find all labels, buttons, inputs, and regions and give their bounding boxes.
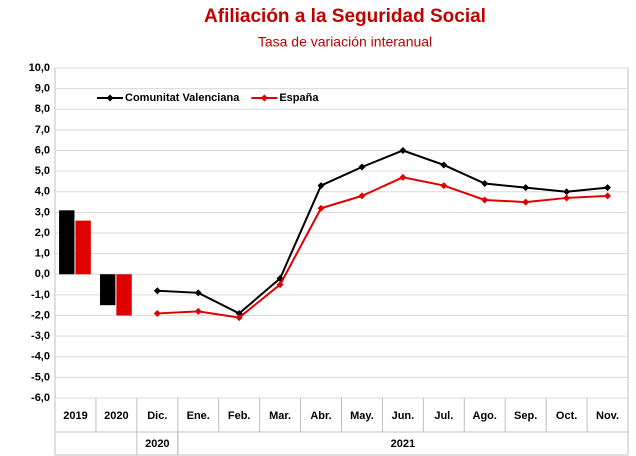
point — [399, 173, 407, 181]
y-tick-label: -4,0 — [31, 351, 50, 363]
legend-marker — [106, 94, 114, 102]
line — [157, 149, 608, 315]
x-tick-label: Ago. — [473, 410, 497, 422]
bar — [75, 220, 91, 275]
y-tick-label: -1,0 — [31, 289, 50, 301]
y-tick-label: 5,0 — [35, 165, 50, 177]
y-tick-label: 2,0 — [35, 227, 50, 239]
x-tick-label: 2020 — [104, 410, 128, 422]
point — [317, 182, 325, 190]
legend-label: España — [279, 92, 319, 104]
y-tick-label: 9,0 — [35, 83, 50, 95]
chart-title: Afiliación a la Seguridad Social — [204, 6, 486, 27]
y-tick-label: 10,0 — [29, 62, 50, 74]
group-label: 2021 — [391, 438, 415, 450]
x-tick-label: Jun. — [392, 410, 415, 422]
point — [563, 194, 571, 202]
point — [153, 287, 161, 295]
x-tick-label: Jul. — [434, 410, 453, 422]
point — [194, 307, 202, 315]
group-label: 2020 — [145, 438, 169, 450]
x-tick-label: Mar. — [269, 410, 291, 422]
point — [358, 163, 366, 171]
legend-marker — [260, 94, 268, 102]
point — [358, 192, 366, 200]
x-tick-label: Dic. — [147, 410, 167, 422]
point — [440, 161, 448, 169]
x-tick-label: Sep. — [514, 410, 537, 422]
y-tick-label: 8,0 — [35, 103, 50, 115]
y-tick-label: -3,0 — [31, 330, 50, 342]
y-tick-label: 1,0 — [35, 248, 50, 260]
point — [276, 281, 284, 289]
x-tick-label: Abr. — [310, 410, 331, 422]
bar — [59, 210, 75, 275]
x-tick-label: Oct. — [556, 410, 577, 422]
x-tick-label: Feb. — [228, 410, 251, 422]
x-tick-label: May. — [350, 410, 374, 422]
y-tick-label: 0,0 — [35, 268, 50, 280]
y-tick-label: 3,0 — [35, 206, 50, 218]
point — [522, 184, 530, 192]
point — [522, 198, 530, 206]
y-tick-label: -2,0 — [31, 309, 50, 321]
legend-label: Comunitat Valenciana — [125, 92, 240, 104]
point — [194, 289, 202, 297]
point — [604, 184, 612, 192]
point — [563, 188, 571, 196]
point — [481, 180, 489, 187]
point — [399, 147, 407, 154]
point — [481, 196, 489, 204]
point — [604, 192, 612, 200]
x-tick-label: Nov. — [596, 410, 619, 422]
chart-subtitle: Tasa de variación interanual — [258, 34, 432, 50]
y-tick-label: 4,0 — [35, 186, 50, 198]
bar — [100, 274, 116, 306]
y-tick-label: -5,0 — [31, 371, 50, 383]
x-tick-label: 2019 — [63, 410, 87, 422]
point — [153, 309, 161, 317]
point — [317, 204, 325, 212]
bar — [116, 274, 132, 316]
point — [440, 182, 448, 190]
y-tick-label: -6,0 — [31, 392, 50, 404]
y-tick-label: 6,0 — [35, 144, 50, 156]
x-tick-label: Ene. — [187, 410, 210, 422]
line — [157, 176, 608, 319]
y-tick-label: 7,0 — [35, 124, 50, 136]
point — [235, 314, 243, 322]
